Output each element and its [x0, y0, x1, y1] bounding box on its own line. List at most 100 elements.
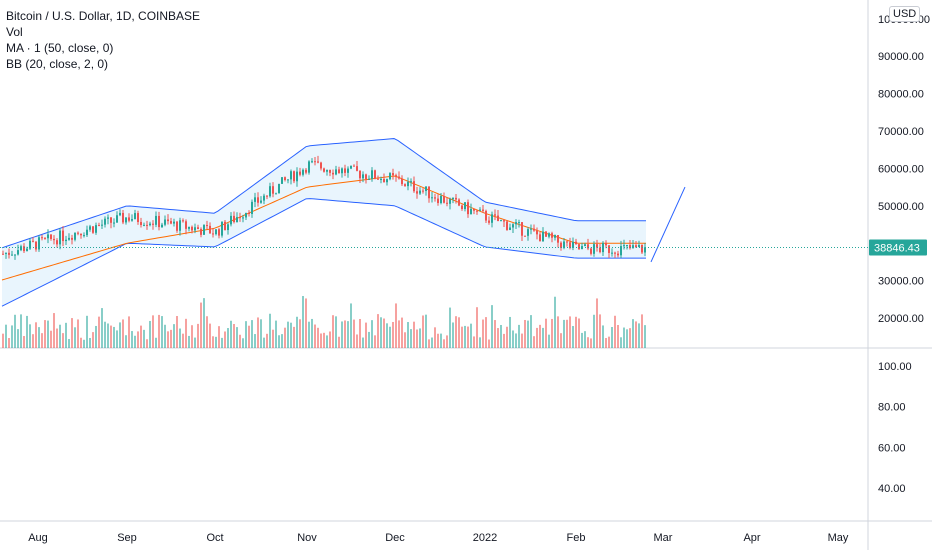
candle-body	[326, 169, 328, 172]
candle-body	[644, 247, 646, 253]
candle-body	[599, 247, 601, 253]
volume-bar	[290, 322, 292, 348]
candle-body	[170, 221, 172, 224]
candle-body	[428, 186, 430, 199]
candle-body	[23, 246, 25, 252]
bb-legend[interactable]: BB (20, close, 2, 0)	[6, 57, 109, 71]
candle-body	[461, 205, 463, 210]
candle-body	[221, 221, 223, 236]
candle-body	[122, 212, 124, 223]
volume-bar	[602, 325, 604, 348]
time-tick-label: May	[828, 532, 849, 544]
candle-body	[230, 215, 232, 225]
candle-body	[242, 217, 244, 219]
candle-body	[341, 168, 343, 174]
candle-body	[356, 166, 358, 171]
volume-bar	[263, 337, 265, 348]
candle-body	[563, 241, 565, 248]
vol-legend[interactable]: Vol	[6, 25, 23, 39]
candle-body	[557, 235, 559, 243]
volume-bar	[209, 323, 211, 348]
candle-body	[494, 214, 496, 216]
volume-bar	[521, 333, 523, 348]
candle-body	[551, 233, 553, 238]
volume-bar	[68, 339, 70, 348]
volume-bar	[14, 314, 16, 348]
volume-bar	[395, 303, 397, 348]
volume-bar	[221, 337, 223, 348]
price-tick-label: 70000.00	[878, 126, 924, 138]
candle-body	[473, 208, 475, 211]
volume-bar	[284, 327, 286, 348]
volume-bar	[47, 320, 49, 348]
volume-bar	[254, 334, 256, 348]
price-tick-label: 50000.00	[878, 201, 924, 213]
volume-bar	[275, 320, 277, 348]
volume-bar	[179, 328, 181, 348]
volume-bar	[194, 337, 196, 348]
volume-bar	[638, 323, 640, 348]
volume-bar	[593, 314, 595, 348]
volume-bar	[644, 325, 646, 348]
volume-bar	[170, 329, 172, 348]
candle-body	[569, 242, 571, 248]
time-tick-label: Mar	[654, 532, 673, 544]
volume-bar	[149, 320, 151, 348]
candle-body	[443, 196, 445, 203]
candle-body	[446, 202, 448, 204]
candle-body	[254, 197, 256, 202]
candle-body	[398, 176, 400, 179]
candle-body	[572, 241, 574, 248]
candle-body	[305, 169, 307, 173]
currency-button[interactable]: USD	[889, 6, 921, 22]
volume-bar	[350, 303, 352, 348]
candle-body	[506, 221, 508, 230]
candle-body	[386, 179, 388, 183]
candle-body	[524, 235, 526, 237]
candle-body	[344, 168, 346, 173]
candle-body	[188, 226, 190, 229]
candle-body	[233, 215, 235, 223]
candle-body	[467, 202, 469, 215]
candle-body	[596, 244, 598, 248]
candle-body	[413, 181, 415, 192]
candle-body	[80, 233, 82, 236]
candle-body	[395, 175, 397, 177]
volume-bar	[377, 314, 379, 348]
candle-body	[137, 213, 139, 222]
volume-bar	[575, 316, 577, 348]
volume-bar	[416, 329, 418, 348]
candle-body	[110, 217, 112, 223]
candle-body	[491, 214, 493, 223]
volume-bar	[80, 337, 82, 348]
volume-bar	[308, 321, 310, 348]
candle-body	[560, 242, 562, 248]
candle-body	[77, 232, 79, 234]
symbol-title[interactable]: Bitcoin / U.S. Dollar, 1D, COINBASE	[6, 9, 201, 23]
candle-body	[515, 222, 517, 225]
volume-bar	[314, 324, 316, 348]
candle-body	[44, 237, 46, 239]
volume-bar	[227, 328, 229, 348]
candle-body	[299, 171, 301, 175]
candle-body	[431, 197, 433, 199]
volume-bar	[512, 330, 514, 348]
candle-body	[50, 234, 52, 239]
volume-bar	[458, 317, 460, 348]
volume-bar	[302, 296, 304, 348]
ma-legend[interactable]: MA · 1 (50, close, 0)	[6, 41, 114, 55]
volume-bar	[323, 332, 325, 348]
candle-body	[224, 221, 226, 231]
candle-body	[146, 224, 148, 226]
volume-bar	[605, 338, 607, 348]
indicator-tick-label: 60.00	[878, 442, 906, 454]
volume-bar	[503, 333, 505, 348]
volume-bar	[122, 319, 124, 348]
volume-bar	[482, 319, 484, 348]
volume-bar	[341, 321, 343, 348]
candle-body	[632, 245, 634, 249]
candle-body	[362, 174, 364, 179]
volume-bar	[176, 316, 178, 348]
